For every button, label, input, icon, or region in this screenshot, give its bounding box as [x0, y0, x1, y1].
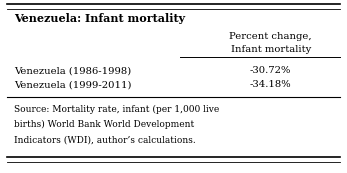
- Text: -30.72%: -30.72%: [250, 66, 291, 75]
- Text: Venezuela (1999-2011): Venezuela (1999-2011): [14, 80, 132, 89]
- Text: Venezuela (1986-1998): Venezuela (1986-1998): [14, 66, 131, 75]
- Text: Percent change,: Percent change,: [229, 32, 312, 41]
- Text: -34.18%: -34.18%: [250, 80, 291, 89]
- Text: births) World Bank World Development: births) World Bank World Development: [14, 120, 194, 129]
- Text: Indicators (WDI), author’s calculations.: Indicators (WDI), author’s calculations.: [14, 136, 196, 145]
- Text: Venezuela: Infant mortality: Venezuela: Infant mortality: [14, 13, 185, 24]
- Text: Source: Mortality rate, infant (per 1,000 live: Source: Mortality rate, infant (per 1,00…: [14, 104, 219, 113]
- Text: Infant mortality: Infant mortality: [230, 45, 311, 54]
